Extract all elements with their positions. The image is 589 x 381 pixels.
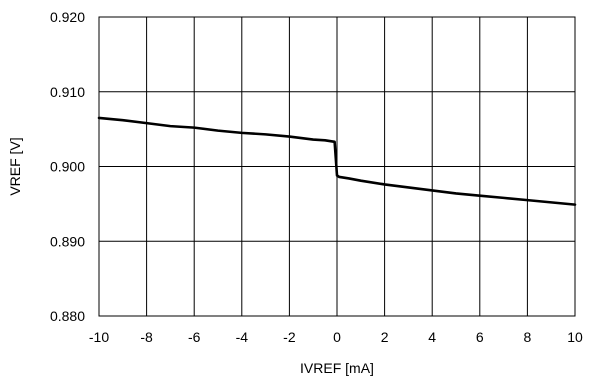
series-layer — [97, 116, 577, 206]
y-tick-label: 0.900 — [50, 159, 85, 175]
x-tick-label: -10 — [89, 329, 109, 345]
y-tick-label: 0.880 — [50, 308, 85, 324]
y-tick-label: 0.910 — [50, 84, 85, 100]
y-axis-title: VREF [V] — [7, 137, 23, 195]
x-tick-label: 2 — [381, 329, 389, 345]
x-tick-label: -8 — [140, 329, 153, 345]
series-line — [97, 116, 577, 206]
y-tick-label: 0.920 — [50, 9, 85, 25]
x-axis-tick-labels: -10 -8 -6 -4 -2 0 2 4 6 8 10 — [89, 329, 583, 345]
x-tick-label: -4 — [236, 329, 249, 345]
x-tick-label: -2 — [283, 329, 296, 345]
x-tick-label: 4 — [428, 329, 436, 345]
y-axis-tick-labels: 0.880 0.890 0.900 0.910 0.920 — [50, 9, 85, 324]
x-tick-label: 10 — [567, 329, 583, 345]
x-tick-label: 0 — [333, 329, 341, 345]
y-tick-label: 0.890 — [50, 233, 85, 249]
plot-area-frame — [98, 16, 576, 317]
x-tick-label: 6 — [476, 329, 484, 345]
x-axis-title: IVREF [mA] — [300, 360, 374, 376]
x-tick-label: 8 — [524, 329, 532, 345]
x-tick-label: -6 — [188, 329, 201, 345]
